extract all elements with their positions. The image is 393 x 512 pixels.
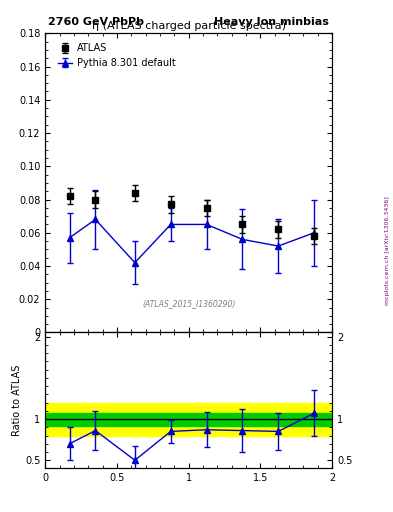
Bar xyxy=(45,402,332,436)
Text: 2760 GeV PbPb: 2760 GeV PbPb xyxy=(48,17,144,27)
Text: Heavy Ion minbias: Heavy Ion minbias xyxy=(214,17,329,27)
Title: η (ATLAS charged particle spectra): η (ATLAS charged particle spectra) xyxy=(92,21,286,31)
Y-axis label: Ratio to ATLAS: Ratio to ATLAS xyxy=(12,365,22,436)
Text: mcplots.cern.ch [arXiv:1306.3436]: mcplots.cern.ch [arXiv:1306.3436] xyxy=(385,197,389,305)
Text: (ATLAS_2015_I1360290): (ATLAS_2015_I1360290) xyxy=(142,300,235,309)
Legend: ATLAS, Pythia 8.301 default: ATLAS, Pythia 8.301 default xyxy=(58,43,176,68)
Bar xyxy=(45,413,332,425)
